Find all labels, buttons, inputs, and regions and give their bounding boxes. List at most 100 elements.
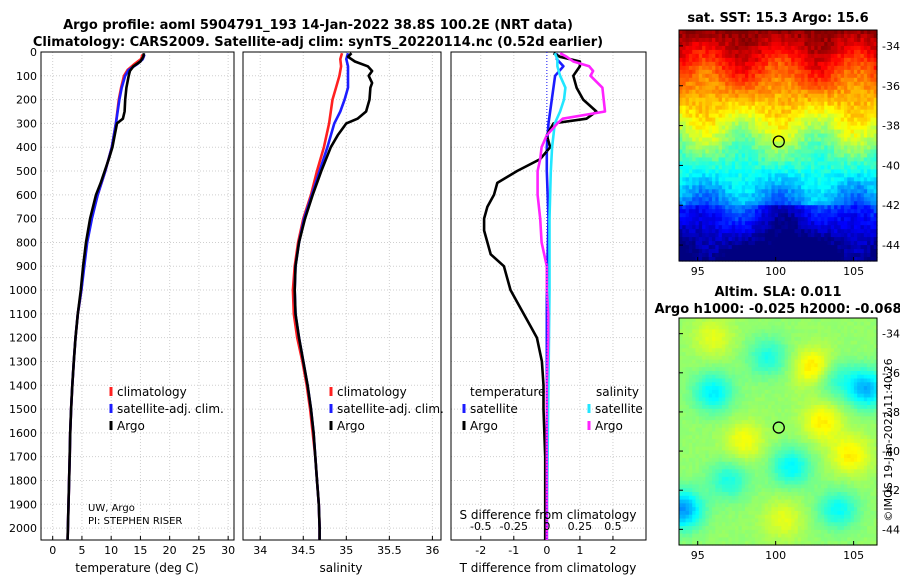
heatmap-cell <box>801 185 805 190</box>
heatmap-cell <box>797 193 802 198</box>
heatmap-cell <box>857 217 862 222</box>
heatmap-cell <box>761 30 766 35</box>
heatmap-cell <box>860 69 865 75</box>
heatmap-cell <box>853 69 858 75</box>
heatmap-cell <box>754 45 759 51</box>
heatmap-cell <box>748 363 753 368</box>
heatmap-cell <box>830 165 835 170</box>
heatmap-cell <box>741 30 746 35</box>
heatmap-cell <box>774 93 779 99</box>
heatmap-cell <box>834 241 838 246</box>
heatmap-cell <box>771 225 776 230</box>
heatmap-cell <box>754 137 759 143</box>
heatmap-cell <box>824 61 829 67</box>
heatmap-cell <box>791 101 796 107</box>
heatmap-cell <box>844 233 848 238</box>
heatmap-cell <box>837 77 842 83</box>
heatmap-cell <box>811 197 815 202</box>
heatmap-cell <box>844 257 848 262</box>
heatmap-cell <box>731 181 736 186</box>
heatmap-cell <box>787 65 792 71</box>
heatmap-cell <box>787 105 792 111</box>
heatmap-cell <box>847 386 852 391</box>
heatmap-cell <box>702 193 706 198</box>
heatmap-cell <box>784 370 789 376</box>
heatmap-cell <box>771 53 776 59</box>
heatmap-cell <box>715 201 720 206</box>
heatmap-cell <box>682 77 687 83</box>
heatmap-cell <box>682 355 687 361</box>
heatmap-cell <box>811 105 815 111</box>
heatmap-cell <box>754 113 759 119</box>
heatmap-cell <box>784 53 789 59</box>
heatmap-cell <box>702 169 706 174</box>
heatmap-cell <box>728 37 733 43</box>
heatmap-cell <box>705 65 710 71</box>
heatmap-cell <box>820 241 825 246</box>
heatmap-cell <box>870 97 875 103</box>
heatmap-cell <box>692 229 697 234</box>
heatmap-cell <box>824 65 829 71</box>
heatmap-cell <box>804 77 809 83</box>
heatmap-cell <box>695 386 700 391</box>
heatmap-cell <box>844 340 848 346</box>
heatmap-cell <box>682 69 687 75</box>
heatmap-cell <box>705 129 710 135</box>
heatmap-cell <box>679 348 683 353</box>
heatmap-cell <box>715 73 720 79</box>
heatmap-cell <box>685 81 690 87</box>
heatmap-cell <box>702 53 706 59</box>
heatmap-cell <box>807 37 812 43</box>
heatmap-cell <box>731 145 736 151</box>
heatmap-cell <box>688 370 693 376</box>
heatmap-cell <box>679 393 683 399</box>
heatmap-cell <box>728 217 733 222</box>
heatmap-cell <box>738 221 743 226</box>
heatmap-cell <box>791 209 796 214</box>
heatmap-cell <box>725 89 730 95</box>
heatmap-cell <box>754 225 759 230</box>
heatmap-cell <box>844 382 848 387</box>
heatmap-cell <box>754 325 759 330</box>
heatmap-cell <box>718 69 723 75</box>
heatmap-cell <box>811 249 815 254</box>
heatmap-cell <box>820 30 825 35</box>
x-tick-label: 30 <box>221 544 235 557</box>
heatmap-cell <box>791 233 796 238</box>
heatmap-cell <box>698 37 703 43</box>
heatmap-cell <box>778 370 782 376</box>
heatmap-cell <box>695 209 700 214</box>
heatmap-cell <box>708 249 713 254</box>
heatmap-cell <box>695 41 700 47</box>
heatmap-cell <box>715 81 720 87</box>
heatmap-cell <box>741 173 746 178</box>
heatmap-cell <box>764 69 769 75</box>
heatmap-cell <box>738 57 743 63</box>
heatmap-cell <box>721 30 726 35</box>
heatmap-cell <box>844 348 848 353</box>
heatmap-cell <box>688 318 693 323</box>
heatmap-cell <box>741 201 746 206</box>
heatmap-cell <box>778 85 782 91</box>
heatmap-cell <box>824 109 829 115</box>
heatmap-cell <box>774 53 779 59</box>
heatmap-cell <box>741 193 746 198</box>
heatmap-cell <box>827 85 832 91</box>
heatmap-cell <box>738 378 743 383</box>
heatmap-cell <box>688 125 693 131</box>
heatmap-cell <box>712 389 716 395</box>
heatmap-cell <box>768 318 772 323</box>
heatmap-cell <box>860 193 865 198</box>
heatmap-cell <box>847 45 852 51</box>
heatmap-cell <box>695 33 700 39</box>
heatmap-cell <box>870 101 875 107</box>
heatmap-cell <box>820 141 825 147</box>
heatmap-cell <box>850 85 855 91</box>
heatmap-cell <box>797 201 802 206</box>
heatmap-cell <box>814 53 819 59</box>
heatmap-cell <box>857 81 862 87</box>
heatmap-cell <box>761 49 766 55</box>
heatmap-cell <box>688 378 693 383</box>
heatmap-cell <box>754 149 759 155</box>
heatmap-cell <box>698 253 703 258</box>
